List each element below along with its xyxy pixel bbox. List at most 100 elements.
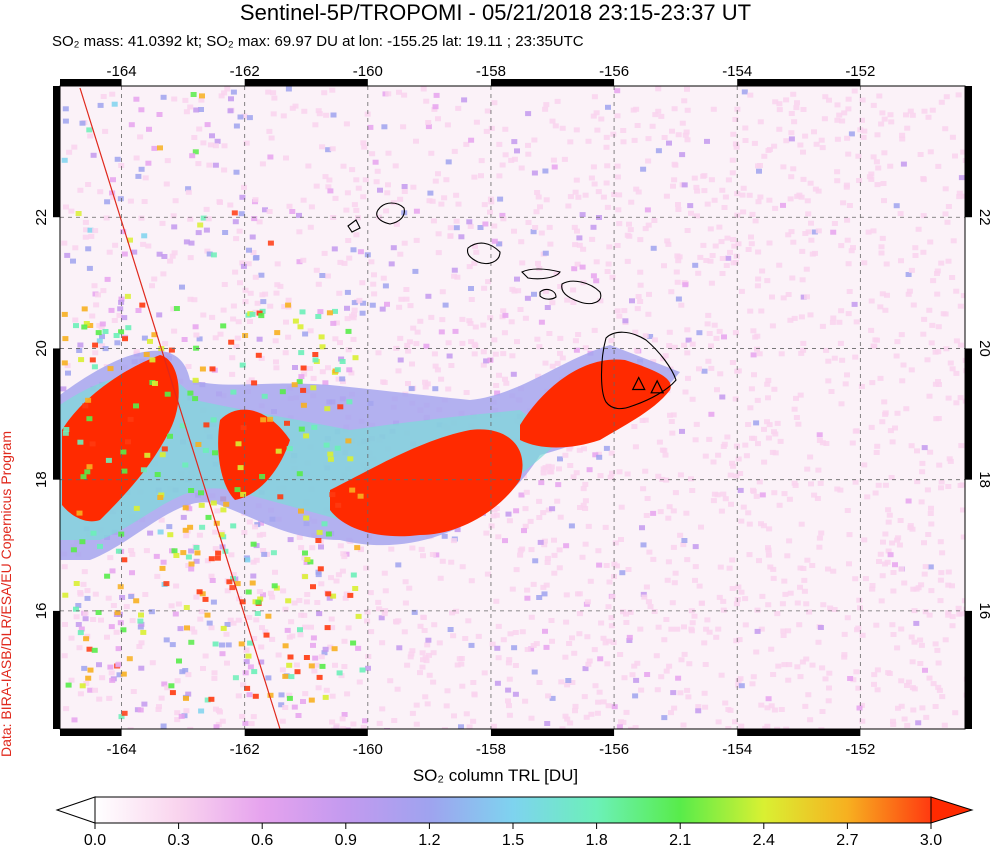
so2-pixel bbox=[117, 306, 124, 312]
so2-pixel bbox=[705, 358, 712, 364]
so2-pixel bbox=[222, 230, 229, 235]
frame-bar bbox=[53, 610, 60, 729]
so2-pixel bbox=[139, 302, 146, 308]
so2-pixel bbox=[800, 566, 807, 571]
so2-pixel bbox=[149, 660, 156, 666]
so2-pixel bbox=[121, 557, 128, 563]
so2-pixel bbox=[755, 276, 762, 282]
so2-pixel bbox=[855, 685, 862, 691]
so2-pixel bbox=[716, 224, 723, 230]
so2-pixel bbox=[899, 136, 906, 142]
so2-pixel bbox=[334, 445, 341, 451]
so2-pixel bbox=[522, 523, 529, 529]
so2-pixel bbox=[430, 650, 437, 656]
so2-pixel bbox=[682, 282, 689, 288]
so2-pixel bbox=[185, 189, 192, 195]
so2-pixel bbox=[220, 323, 227, 329]
so2-pixel bbox=[590, 164, 597, 170]
so2-pixel bbox=[382, 608, 389, 614]
so2-pixel bbox=[729, 170, 736, 176]
so2-pixel bbox=[493, 598, 500, 604]
so2-pixel bbox=[115, 548, 122, 554]
so2-pixel bbox=[235, 319, 242, 325]
so2-pixel bbox=[183, 239, 190, 245]
so2-pixel bbox=[282, 350, 289, 356]
so2-pixel bbox=[468, 578, 475, 584]
so2-pixel bbox=[73, 581, 80, 586]
so2-pixel bbox=[233, 123, 240, 129]
so2-pixel bbox=[928, 521, 935, 527]
so2-pixel bbox=[252, 693, 259, 699]
so2-pixel bbox=[518, 165, 525, 171]
so2-pixel bbox=[244, 557, 251, 563]
so2-pixel bbox=[885, 548, 892, 554]
so2-pixel bbox=[325, 531, 332, 537]
so2-pixel bbox=[298, 374, 305, 380]
so2-pixel bbox=[771, 490, 778, 496]
so2-pixel bbox=[649, 123, 656, 129]
so2-pixel bbox=[511, 288, 518, 294]
so2-pixel bbox=[826, 670, 833, 676]
so2-pixel bbox=[536, 595, 543, 600]
so2-pixel bbox=[551, 537, 557, 543]
so2-pixel bbox=[594, 127, 601, 133]
so2-pixel bbox=[370, 281, 377, 287]
so2-pixel bbox=[83, 681, 90, 686]
so2-pixel bbox=[917, 637, 924, 643]
so2-pixel bbox=[326, 595, 333, 601]
so2-pixel bbox=[942, 211, 949, 217]
so2-pixel bbox=[582, 498, 589, 504]
so2-pixel bbox=[321, 250, 328, 256]
so2-pixel bbox=[676, 254, 683, 260]
so2-pixel bbox=[753, 493, 760, 499]
so2-pixel bbox=[151, 145, 158, 151]
so2-pixel bbox=[258, 644, 265, 650]
so2-pixel bbox=[188, 566, 195, 572]
so2-pixel bbox=[322, 694, 329, 700]
so2-pixel bbox=[740, 209, 747, 215]
so2-pixel bbox=[449, 610, 456, 616]
so2-pixel bbox=[750, 674, 757, 680]
so2-pixel bbox=[705, 312, 712, 318]
so2-pixel bbox=[700, 242, 707, 248]
so2-pixel bbox=[748, 386, 755, 392]
so2-pixel bbox=[715, 452, 722, 458]
so2-pixel bbox=[187, 255, 194, 261]
so2-pixel bbox=[203, 227, 210, 233]
so2-pixel bbox=[373, 179, 380, 185]
so2-pixel bbox=[668, 626, 675, 632]
so2-pixel bbox=[859, 117, 865, 123]
so2-pixel bbox=[329, 719, 336, 725]
so2-pixel bbox=[935, 416, 942, 421]
so2-pixel bbox=[707, 258, 714, 264]
so2-pixel bbox=[79, 683, 86, 689]
so2-pixel bbox=[360, 194, 367, 200]
so2-pixel bbox=[212, 641, 219, 647]
so2-pixel bbox=[572, 708, 578, 714]
so2-pixel bbox=[776, 107, 783, 113]
so2-pixel bbox=[735, 368, 742, 374]
so2-pixel bbox=[307, 328, 314, 334]
so2-pixel bbox=[738, 288, 745, 294]
so2-pixel bbox=[495, 623, 502, 629]
so2-pixel bbox=[692, 437, 699, 443]
so2-pixel bbox=[356, 297, 363, 303]
so2-pixel bbox=[62, 622, 68, 627]
so2-pixel bbox=[86, 127, 93, 133]
so2-pixel bbox=[552, 123, 559, 129]
so2-pixel bbox=[355, 215, 361, 221]
so2-pixel bbox=[240, 263, 247, 269]
so2-pixel bbox=[637, 269, 644, 275]
so2-pixel bbox=[426, 198, 433, 204]
so2-pixel bbox=[466, 724, 473, 729]
so2-pixel bbox=[146, 126, 152, 132]
so2-pixel bbox=[466, 264, 473, 270]
so2-pixel bbox=[898, 703, 905, 709]
so2-pixel bbox=[357, 547, 364, 553]
so2-pixel bbox=[894, 645, 901, 651]
so2-pixel bbox=[133, 598, 140, 604]
so2-pixel bbox=[897, 518, 904, 523]
so2-pixel bbox=[711, 197, 718, 203]
so2-pixel bbox=[262, 207, 268, 213]
so2-pixel bbox=[213, 706, 219, 712]
